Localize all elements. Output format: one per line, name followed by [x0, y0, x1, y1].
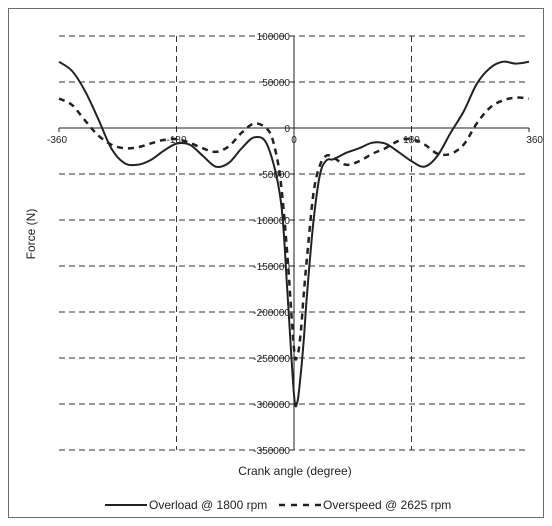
y-tick-label: 50000: [262, 78, 290, 89]
legend-label-overspeed: Overspeed @ 2625 rpm: [323, 498, 451, 512]
x-axis-title: Crank angle (degree): [238, 464, 351, 478]
series-layer: [58, 60, 530, 408]
x-tick-label: -360: [47, 135, 67, 146]
y-tick-label: -200000: [253, 308, 290, 319]
chart-svg: 100000 50000 0 -50000 -100000 -150000 -200000 -…: [24, 32, 543, 512]
y-tick-label: -250000: [253, 354, 290, 365]
y-tick-label: -300000: [253, 400, 290, 411]
series-line-overload: [58, 60, 530, 408]
axis-layer: [58, 35, 530, 451]
y-tick-label: -150000: [253, 262, 290, 273]
series-line-overspeed: [58, 96, 530, 361]
legend: Overload @ 1800 rpm Overspeed @ 2625 rpm: [105, 498, 451, 512]
y-tick-label: -350000: [253, 446, 290, 457]
y-axis-title: Force (N): [24, 209, 38, 260]
x-tick-label: 0: [291, 135, 297, 146]
y-tick-label: -100000: [253, 216, 290, 227]
legend-label-overload: Overload @ 1800 rpm: [149, 498, 267, 512]
y-tick-label: 100000: [257, 32, 291, 43]
x-tick-label: 360: [526, 135, 543, 146]
chart-frame: 100000 50000 0 -50000 -100000 -150000 -200000 -…: [8, 8, 544, 518]
y-tick-label: 0: [284, 124, 290, 135]
label-layer: 100000 50000 0 -50000 -100000 -150000 -200000 -…: [47, 32, 543, 457]
x-tick-label: -180: [166, 135, 186, 146]
y-tick-label: -50000: [259, 170, 291, 181]
x-tick-label: 180: [403, 135, 420, 146]
